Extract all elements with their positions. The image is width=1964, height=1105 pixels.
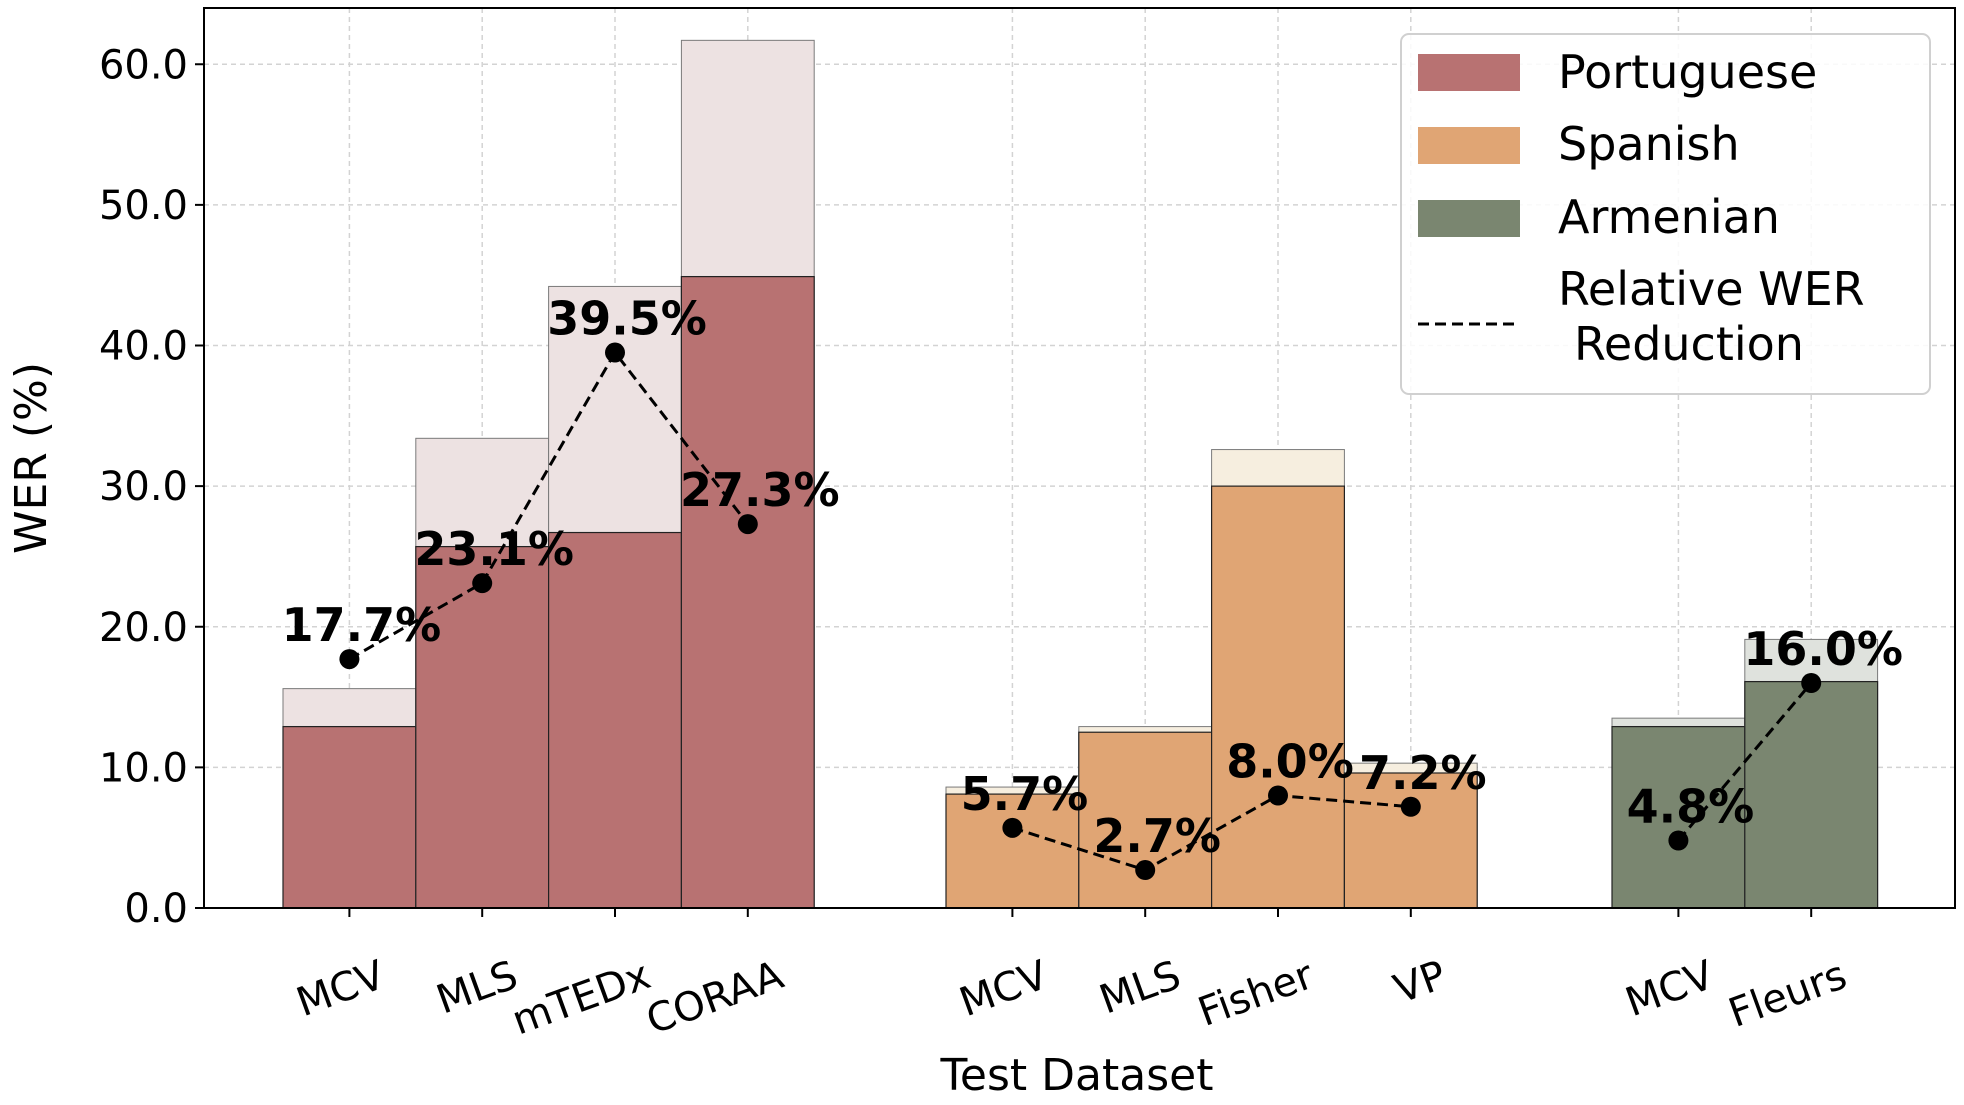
legend-frame (1400, 33, 1931, 395)
reduction-point (1135, 860, 1156, 881)
y-tick-label: 0.0 (124, 886, 188, 932)
x-tick-label: CORAA (641, 952, 790, 1044)
x-tick-label: mTEDx (506, 952, 656, 1044)
bar-improved-portuguese-mtedx (547, 531, 682, 909)
y-tick-label: 40.0 (99, 324, 188, 370)
legend-label-armenian: Armenian (1558, 190, 1780, 244)
x-tick-label: MCV (291, 952, 392, 1026)
reduction-label: 2.7% (1093, 809, 1221, 863)
reduction-line-spanish (1011, 793, 1411, 872)
y-tick-label: 60.0 (99, 42, 188, 88)
reduction-point (737, 514, 758, 535)
x-tick-label: Fleurs (1723, 952, 1853, 1037)
reduction-point (1801, 673, 1822, 693)
reduction-label: 23.1% (414, 522, 574, 576)
y-tick-label: 50.0 (99, 183, 188, 229)
x-tick-label: MLS (1094, 952, 1187, 1023)
bars (282, 39, 1879, 909)
reduction-point (339, 649, 360, 670)
reduction-labels: 17.7% 23.1% 39.5% 27.3% 5.7%2.7%8.0% 7.2% 4.8%… (282, 292, 1903, 864)
bar-improved-spanish-vp (1343, 772, 1478, 909)
x-tick-label: MCV (954, 952, 1055, 1026)
y-axis-title: WER (%) (6, 362, 57, 554)
reduction-point (472, 573, 493, 594)
y-tick-label: 10.0 (99, 745, 188, 791)
reduction-point (605, 342, 625, 363)
legend-label-spanish: Spanish (1558, 117, 1740, 171)
bar-improved-portuguese-mcv (282, 725, 417, 909)
x-tick-label: VP (1388, 952, 1452, 1013)
reduction-point (1002, 817, 1023, 838)
reduction-point (1268, 785, 1288, 806)
reduction-label: 39.5% (547, 292, 707, 346)
bar-improved-spanish-fisher (1210, 485, 1345, 909)
reduction-label: 4.8% (1627, 780, 1755, 834)
reduction-label: 17.7% (282, 598, 442, 652)
legend: Portuguese Spanish Armenian Relative WER… (1400, 33, 1931, 395)
reduction-point (1668, 830, 1689, 851)
y-tick-label: 20.0 (99, 605, 188, 651)
x-axis-title: Test Dataset (940, 1050, 1214, 1101)
reduction-label: 27.3% (680, 463, 840, 517)
legend-label-reduction-line1: Relative WER (1558, 262, 1865, 316)
reduction-lines (339, 342, 1822, 881)
legend-swatch-spanish (1418, 127, 1520, 164)
legend-label-portuguese: Portuguese (1558, 45, 1817, 99)
x-tick-label: MCV (1620, 952, 1721, 1026)
reduction-point (1400, 796, 1421, 817)
x-tick-label: Fisher (1192, 952, 1320, 1036)
reduction-label: 5.7% (961, 767, 1089, 821)
reduction-label: 16.0% (1743, 622, 1903, 676)
bar-improved-armenian-mcv (1611, 725, 1746, 909)
reduction-line-portuguese (348, 349, 749, 661)
plot-frame (203, 7, 1956, 909)
reduction-label: 7.2% (1359, 746, 1487, 800)
reduction-line-armenian (1677, 682, 1813, 842)
legend-label-reduction-line2: Reduction (1574, 317, 1804, 371)
legend-swatch-armenian (1418, 200, 1520, 237)
legend-swatch-portuguese (1418, 54, 1520, 91)
y-tick-label: 30.0 (99, 464, 188, 510)
bar-improved-portuguese-coraa (680, 275, 815, 909)
bar-improved-armenian-fleurs (1744, 680, 1879, 909)
reduction-label: 8.0% (1226, 735, 1354, 789)
